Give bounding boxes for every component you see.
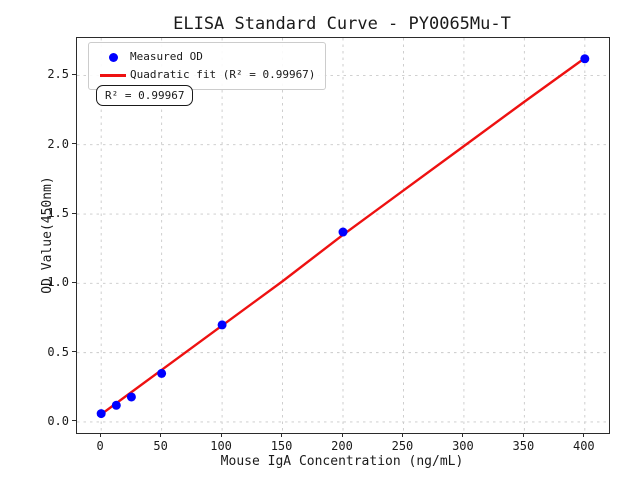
y-tick-label: 2.0 — [47, 136, 69, 151]
data-point — [96, 409, 106, 419]
data-point — [111, 400, 121, 410]
x-tick-label: 50 — [153, 439, 168, 453]
measured-od-dot-icon — [108, 52, 118, 62]
chart-title: ELISA Standard Curve - PY0065Mu-T — [173, 14, 511, 34]
legend: Measured OD Quadratic fit (R² = 0.99967) — [88, 42, 327, 90]
data-point — [157, 368, 167, 378]
y-tick-mark — [72, 351, 76, 353]
y-tick-mark — [72, 73, 76, 75]
data-point — [580, 54, 590, 64]
x-tick-mark — [99, 433, 101, 437]
y-axis-label: OD Value(450nm) — [40, 176, 55, 294]
legend-item-quadratic-fit: Quadratic fit (R² = 0.99967) — [96, 66, 315, 84]
x-tick-label: 0 — [96, 439, 104, 453]
data-point — [126, 392, 136, 402]
x-tick-mark — [281, 433, 283, 437]
legend-item-measured-od: Measured OD — [96, 48, 315, 66]
x-tick-label: 300 — [452, 439, 474, 453]
x-axis-label: Mouse IgA Concentration (ng/mL) — [220, 454, 464, 469]
x-tick-mark — [462, 433, 464, 437]
x-tick-label: 100 — [210, 439, 232, 453]
y-tick-label: 2.5 — [47, 67, 69, 82]
x-tick-mark — [522, 433, 524, 437]
y-tick-mark — [72, 420, 76, 422]
data-point — [217, 320, 227, 330]
y-tick-mark — [72, 281, 76, 283]
x-tick-label: 150 — [270, 439, 293, 453]
data-point — [338, 227, 348, 237]
x-tick-label: 200 — [331, 439, 353, 453]
fit-line-icon — [100, 73, 126, 77]
legend-label-quadratic-fit: Quadratic fit (R² = 0.99967) — [130, 68, 316, 81]
x-tick-mark — [160, 433, 162, 437]
x-tick-label: 400 — [572, 439, 595, 453]
r-squared-annotation: R² = 0.99967 — [96, 85, 194, 106]
x-tick-mark — [401, 433, 403, 437]
x-tick-label: 250 — [391, 439, 414, 453]
y-tick-label: 0.5 — [47, 344, 69, 359]
y-tick-label: 0.0 — [47, 413, 69, 428]
y-tick-mark — [72, 212, 76, 214]
x-tick-mark — [341, 433, 343, 437]
x-tick-label: 350 — [512, 439, 535, 453]
y-tick-mark — [72, 143, 76, 145]
x-tick-mark — [583, 433, 585, 437]
x-tick-mark — [220, 433, 222, 437]
legend-label-measured-od: Measured OD — [130, 50, 203, 63]
y-tick-label: 1.5 — [47, 206, 69, 221]
y-tick-label: 1.0 — [47, 275, 69, 290]
